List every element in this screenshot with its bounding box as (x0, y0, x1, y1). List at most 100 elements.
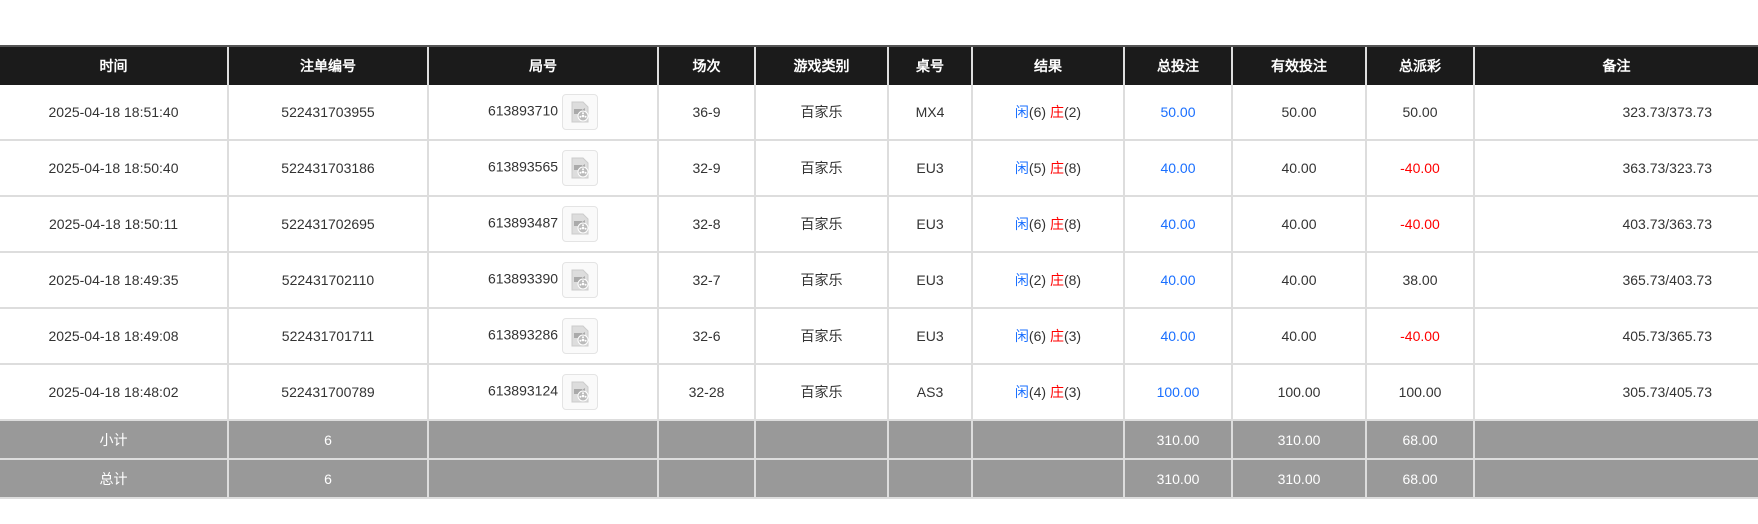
valid-bet-cell: 40.00 (1231, 140, 1366, 197)
bet-id-cell-text: 522431703955 (281, 104, 375, 120)
summary-count: 6 (227, 420, 428, 460)
round-cell: 613893565 (427, 140, 658, 197)
empty-cell (657, 459, 755, 499)
valid-bet-cell-text: 100.00 (1277, 384, 1321, 400)
total-payout-cell-text: 100.00 (1398, 384, 1442, 400)
shoe-cell: 32-28 (657, 364, 755, 421)
table-no-cell-text: MX4 (915, 104, 945, 120)
banker-points: (8) (1063, 272, 1082, 288)
total-payout-cell: 100.00 (1365, 364, 1474, 421)
summary-label: 总计 (0, 459, 228, 499)
game-type-cell-text: 百家乐 (800, 272, 843, 288)
empty-cell (754, 459, 888, 499)
header-valid-bet: 有效投注 (1231, 45, 1366, 85)
bet-id-cell-text: 522431701711 (281, 328, 375, 344)
bet-id-cell: 522431702110 (227, 252, 428, 309)
total-bet-cell-text: 40.00 (1160, 216, 1196, 232)
remark-cell: 365.73/403.73 (1473, 252, 1758, 309)
total-bet-cell-text: 100.00 (1156, 384, 1200, 400)
total-payout-cell-text: 50.00 (1402, 104, 1438, 120)
empty-cell (427, 420, 658, 460)
banker-label: 庄 (1049, 328, 1064, 344)
bet-id-cell-text: 522431700789 (281, 384, 375, 400)
total-payout-cell: -40.00 (1365, 196, 1474, 253)
remark-cell-text: 405.73/365.73 (1622, 328, 1712, 344)
banker-label: 庄 (1049, 272, 1064, 288)
total-payout-cell-text: -40.00 (1400, 328, 1440, 344)
game-type-cell: 百家乐 (754, 196, 888, 253)
result-cell: 闲(2) 庄(8) (971, 252, 1124, 309)
table-no-cell-text: EU3 (916, 216, 944, 232)
video-replay-icon[interactable] (562, 206, 599, 242)
bet-records-table: 时间 注单编号 局号 场次 游戏类别 桌号 结果 总投注 有效投注 总派彩 备注 2025-04-1… (0, 45, 1758, 499)
summary-valid: 310.00 (1231, 459, 1366, 499)
shoe-cell-text: 32-28 (688, 384, 725, 400)
remark-cell: 403.73/363.73 (1473, 196, 1758, 253)
banker-points: (8) (1063, 160, 1082, 176)
banker-label: 庄 (1049, 384, 1064, 400)
empty-cell (971, 420, 1124, 460)
time-cell: 2025-04-18 18:51:40 (0, 85, 228, 141)
total-bet-cell-text: 40.00 (1160, 272, 1196, 288)
total-payout-cell: 50.00 (1365, 85, 1474, 141)
total-payout-cell: -40.00 (1365, 140, 1474, 197)
table-no-cell-text: EU3 (916, 272, 944, 288)
shoe-cell: 32-9 (657, 140, 755, 197)
summary-valid: 310.00 (1231, 420, 1366, 460)
time-cell: 2025-04-18 18:50:40 (0, 140, 228, 197)
table-no-cell: EU3 (887, 140, 972, 197)
empty-cell (1473, 459, 1758, 499)
result-cell: 闲(5) 庄(8) (971, 140, 1124, 197)
shoe-cell: 36-9 (657, 85, 755, 141)
time-cell-text: 2025-04-18 18:48:02 (48, 384, 179, 400)
video-replay-icon[interactable] (562, 262, 599, 298)
game-type-cell: 百家乐 (754, 308, 888, 365)
shoe-cell-text: 32-6 (692, 328, 721, 344)
summary-bet: 310.00 (1123, 420, 1232, 460)
shoe-cell-text: 32-7 (692, 272, 721, 288)
game-type-cell-text: 百家乐 (800, 384, 843, 400)
header-total-payout: 总派彩 (1365, 45, 1474, 85)
round-number: 613893710 (487, 102, 559, 119)
summary-bet-text: 310.00 (1156, 431, 1200, 448)
game-type-cell-text: 百家乐 (800, 328, 843, 344)
video-replay-icon[interactable] (562, 94, 599, 130)
valid-bet-cell: 40.00 (1231, 308, 1366, 365)
result-cell: 闲(4) 庄(3) (971, 364, 1124, 421)
video-replay-icon[interactable] (562, 150, 599, 186)
video-replay-icon[interactable] (562, 318, 599, 354)
summary-count: 6 (227, 459, 428, 499)
summary-valid-text: 310.00 (1277, 470, 1321, 487)
time-cell-text: 2025-04-18 18:51:40 (48, 104, 179, 120)
time-cell: 2025-04-18 18:49:08 (0, 308, 228, 365)
header-round: 局号 (427, 45, 658, 85)
header-game-type: 游戏类别 (754, 45, 888, 85)
round-cell: 613893124 (427, 364, 658, 421)
time-cell: 2025-04-18 18:50:11 (0, 196, 228, 253)
remark-cell: 405.73/365.73 (1473, 308, 1758, 365)
player-points: (6) (1028, 104, 1047, 120)
table-no-cell: EU3 (887, 252, 972, 309)
summary-valid-text: 310.00 (1277, 431, 1321, 448)
summary-label-text: 小计 (99, 431, 128, 448)
valid-bet-cell: 40.00 (1231, 196, 1366, 253)
remark-cell-text: 323.73/373.73 (1622, 104, 1712, 120)
summary-label-text: 总计 (99, 470, 128, 487)
player-points: (6) (1028, 328, 1047, 344)
summary-count-text: 6 (324, 431, 332, 448)
round-number: 613893487 (487, 214, 559, 231)
bet-id-cell: 522431703186 (227, 140, 428, 197)
remark-cell-text: 365.73/403.73 (1622, 272, 1712, 288)
summary-payout: 68.00 (1365, 459, 1474, 499)
shoe-cell-text: 36-9 (692, 104, 721, 120)
time-cell-text: 2025-04-18 18:50:40 (48, 160, 179, 176)
player-points: (6) (1028, 216, 1047, 232)
empty-cell (887, 459, 972, 499)
table-row: 2025-04-18 18:49:08 522431701711 613893286… (0, 308, 1758, 365)
total-payout-cell-text: -40.00 (1400, 216, 1440, 232)
player-label: 闲 (1014, 160, 1029, 176)
valid-bet-cell-text: 40.00 (1281, 160, 1317, 176)
video-replay-icon[interactable] (562, 374, 599, 410)
total-row: 总计 6 310.00 310.00 68.00 (0, 459, 1758, 499)
total-bet-cell: 40.00 (1123, 140, 1232, 197)
